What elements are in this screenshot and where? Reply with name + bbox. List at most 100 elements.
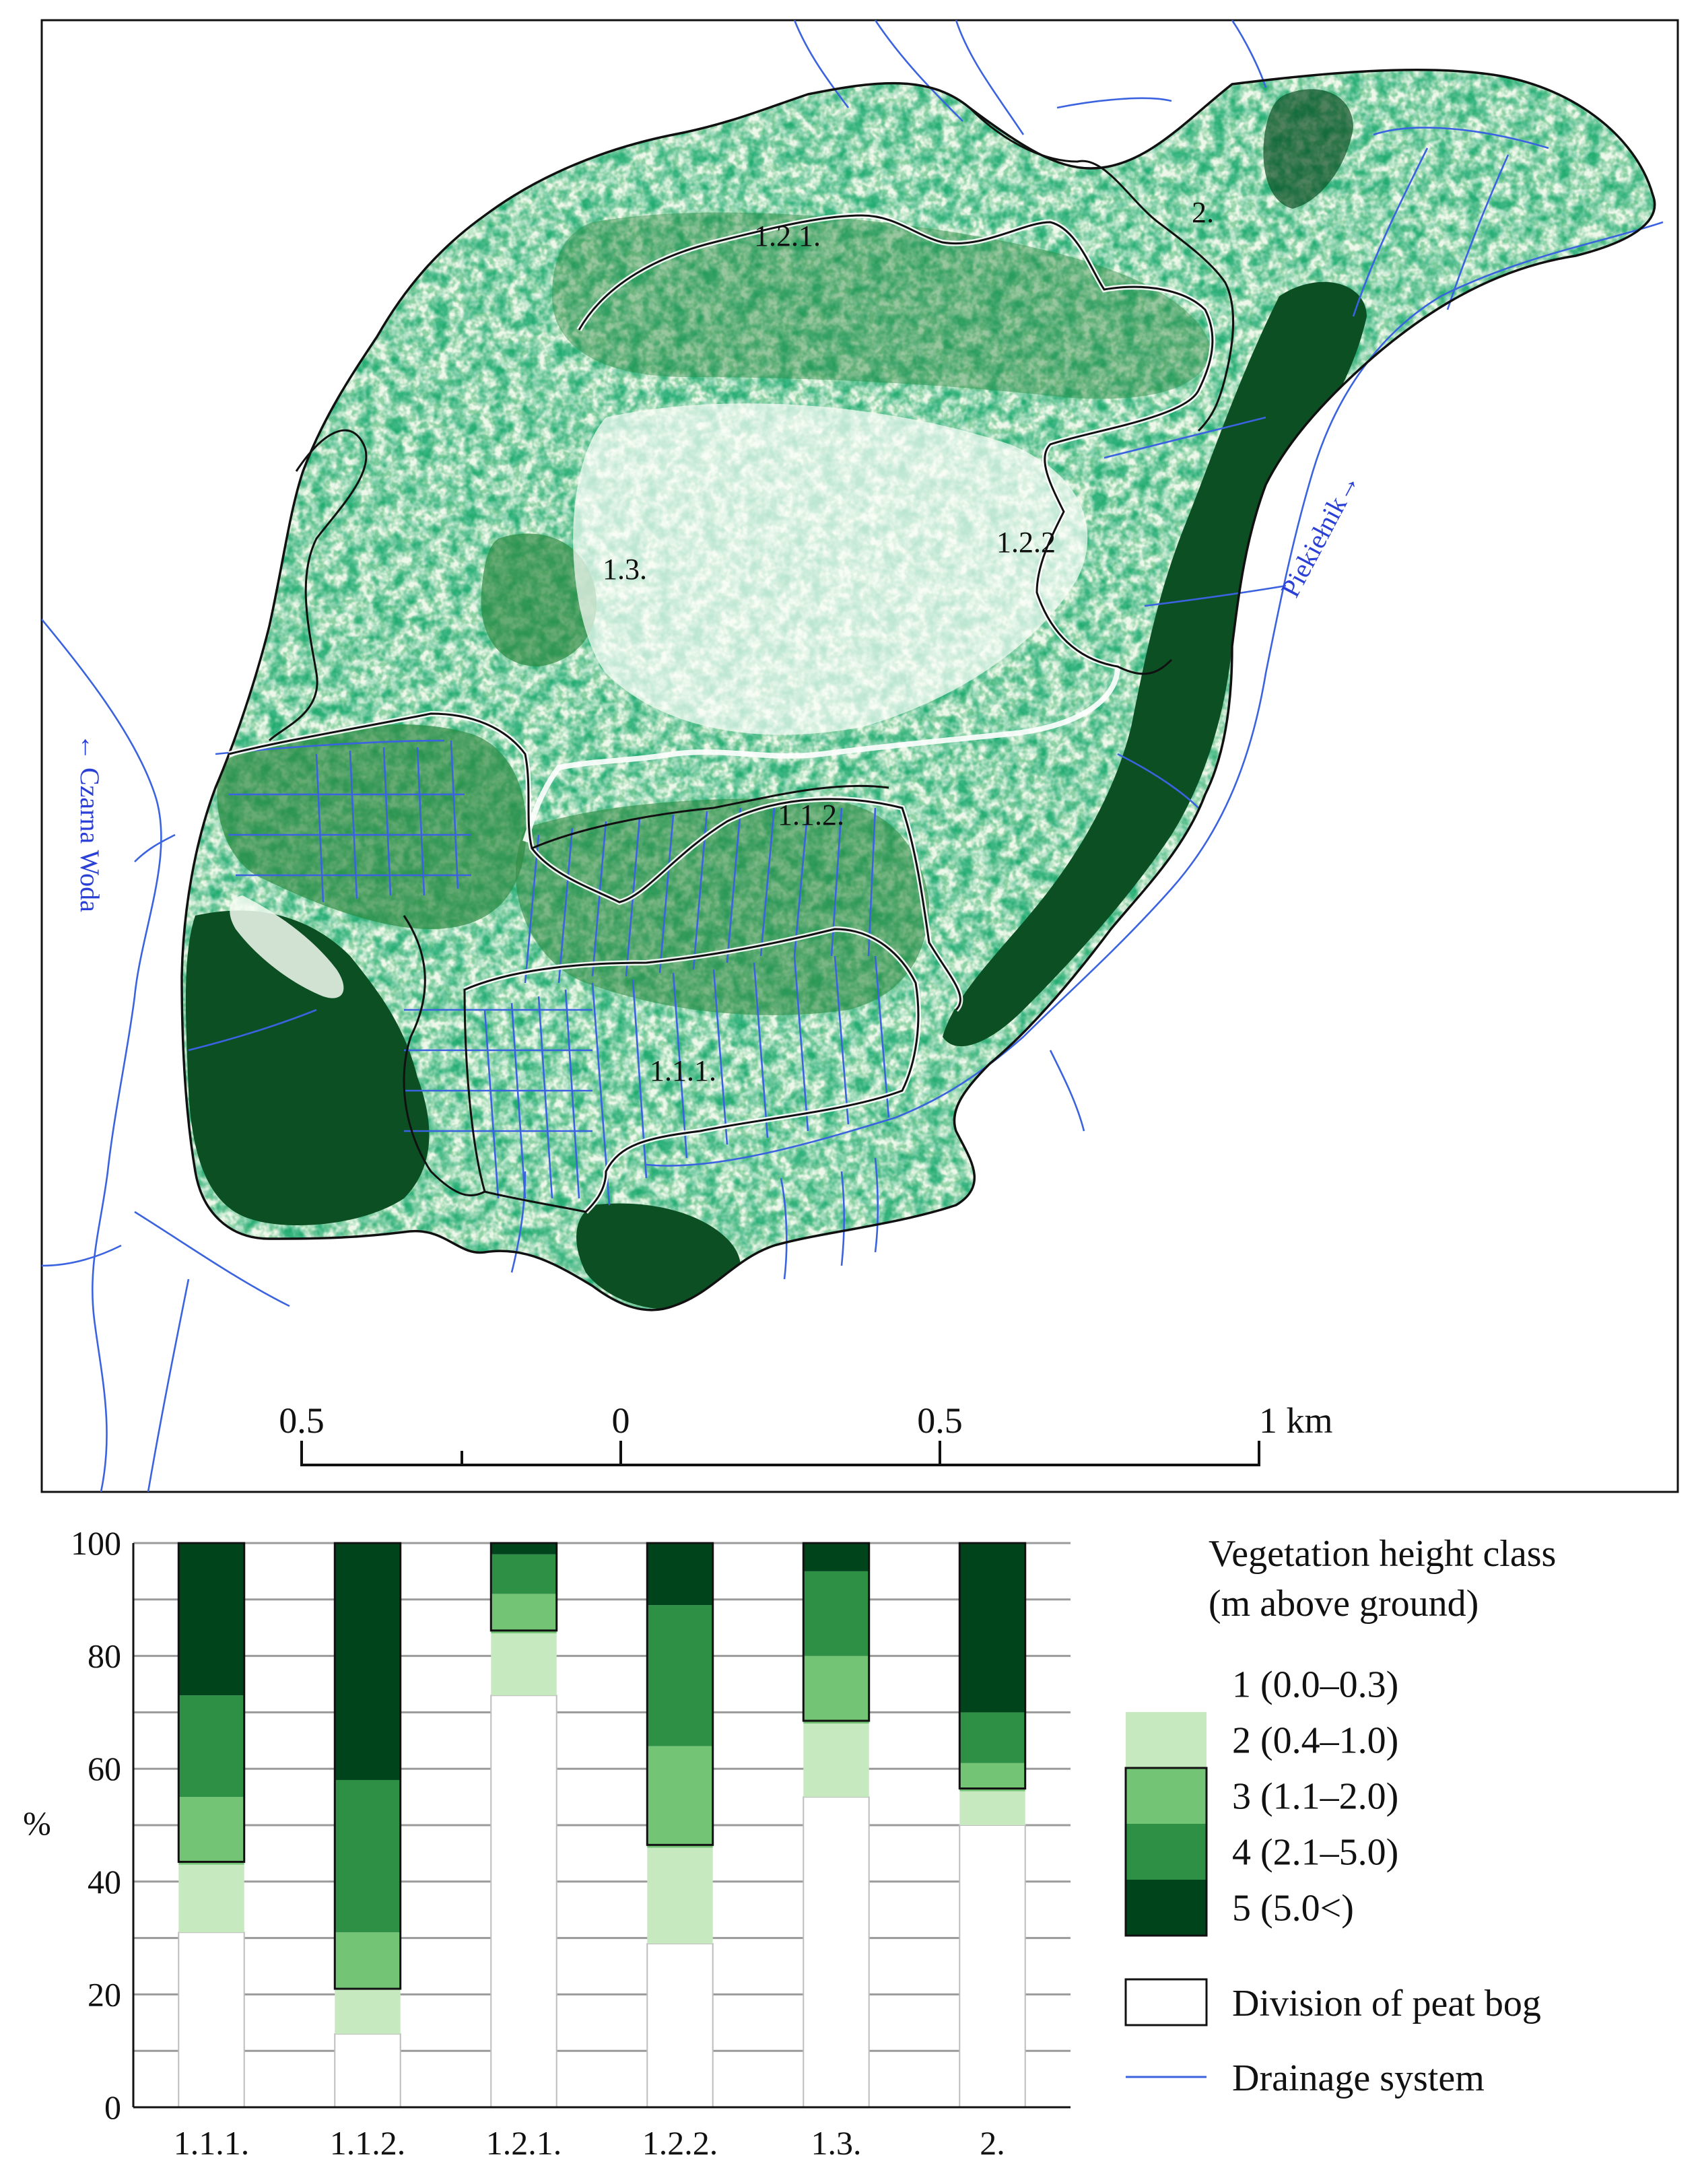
bar-segment xyxy=(490,1695,557,2108)
bar-segment xyxy=(335,1779,401,1933)
zone-labels: 1.2.1. 2. 1.2.2 1.3. 1.1.2. 1.1.1. xyxy=(603,196,1214,1087)
dense-forest-east xyxy=(943,281,1367,1047)
y-tick-label: 80 xyxy=(88,1637,121,1675)
legend-classes: 1 (0.0–0.3) 2 (0.4–1.0) 3 (1.1–2.0) 4 (2.1–… xyxy=(1124,1656,1398,1937)
bar-segment xyxy=(803,1543,869,1571)
scale-bar: 0.5 0 0.5 1 km xyxy=(279,1400,1333,1466)
legend-swatch xyxy=(1126,1656,1207,1712)
bar-segment xyxy=(647,1605,713,1746)
legend-class-label: 3 (1.1–2.0) xyxy=(1232,1776,1398,1818)
zone-121-boundary xyxy=(578,214,1214,391)
medium-forest-northeast xyxy=(1263,89,1353,209)
czarna-woda-river xyxy=(42,619,162,1492)
scale-tick-2: 0.5 xyxy=(917,1400,963,1441)
zone-13-boundary xyxy=(268,429,368,742)
chart-panel: 0 20 40 60 80 100 1.1.1. 1.1.2. 1.2.1. 1.2.2. 1.3… xyxy=(23,1524,1071,2162)
medium-forest-patch-13 xyxy=(481,533,597,667)
zone-label-13: 1.3. xyxy=(603,553,647,586)
bar-segment xyxy=(647,1746,713,1848)
zone-112-inner-boundary xyxy=(531,784,889,850)
legend-swatch xyxy=(1126,1768,1207,1824)
x-tick-labels: 1.1.1. 1.1.2. 1.2.1. 1.2.2. 1.3. 2. xyxy=(174,2124,1005,2162)
legend-swatch xyxy=(1126,1880,1207,1936)
bar-segment xyxy=(803,1571,869,1656)
y-tick-label: 40 xyxy=(88,1863,121,1901)
bar-segment xyxy=(178,1797,244,1865)
division-outline xyxy=(802,1542,871,1722)
dense-forest-southwest xyxy=(185,910,430,1225)
bar-segment xyxy=(491,1594,557,1634)
y-tick-label: 60 xyxy=(88,1750,121,1787)
bar-segment xyxy=(959,1824,1026,2108)
y-tick-label: 0 xyxy=(104,2088,121,2126)
zone-label-122: 1.2.2 xyxy=(996,526,1056,559)
zone-122-boundary xyxy=(1035,390,1200,675)
x-tick-label: 1.1.2. xyxy=(330,2124,406,2162)
legend-class-label: 5 (5.0<) xyxy=(1232,1888,1354,1930)
division-outline xyxy=(333,1542,402,1990)
y-tick-label: 20 xyxy=(88,1975,121,2013)
piekielnik-river xyxy=(646,221,1664,1167)
bar-segment xyxy=(959,1763,1025,1791)
scale-tick-1: 0 xyxy=(612,1400,630,1441)
zone-2-boundary xyxy=(968,106,1234,432)
map-panel: 1.2.1. 2. 1.2.2 1.3. 1.1.2. 1.1.1. ← Cza… xyxy=(40,19,1679,1493)
zone-111-west-boundary xyxy=(403,915,485,1196)
dense-forest-south xyxy=(576,1203,741,1310)
bar-segment xyxy=(959,1712,1025,1763)
scale-tick-3: 1 km xyxy=(1259,1400,1333,1441)
y-axis-label: % xyxy=(23,1804,51,1842)
division-boundaries xyxy=(180,69,1656,1311)
legend-title-line2: (m above ground) xyxy=(1209,1583,1479,1625)
legend-swatch xyxy=(1126,1712,1207,1768)
bar-segment xyxy=(335,1989,401,2035)
bar-segment xyxy=(803,1796,870,2109)
medium-forest-north xyxy=(552,212,1212,399)
drainage-system xyxy=(42,20,1664,1492)
bar-segment xyxy=(491,1633,557,1696)
legend-division-group xyxy=(1124,1767,1208,1937)
bar-segment xyxy=(178,1695,244,1798)
legend-class-label: 1 (0.0–0.3) xyxy=(1232,1664,1398,1706)
open-bog-southwest xyxy=(230,895,344,998)
zone-label-112: 1.1.2. xyxy=(778,798,844,831)
legend-class-label: 2 (0.4–1.0) xyxy=(1232,1720,1398,1762)
bar-segment xyxy=(647,1543,713,1606)
legend: Vegetation height class (m above ground)… xyxy=(1124,1533,1556,2099)
legend-division-swatch xyxy=(1124,1978,1208,2026)
chart-bars xyxy=(177,1542,1027,2109)
bar-segment xyxy=(647,1847,713,1944)
bar-segment xyxy=(335,1932,401,1989)
scale-tick-0: 0.5 xyxy=(279,1400,325,1441)
bar-segment xyxy=(959,1791,1025,1825)
bar-segment xyxy=(335,1543,401,1780)
bar-segment xyxy=(178,1543,244,1696)
bog-outer-boundary xyxy=(180,69,1656,1311)
division-outline xyxy=(646,1542,714,1846)
bar-segment xyxy=(646,1942,714,2108)
open-bog-center xyxy=(573,403,1088,735)
division-outline xyxy=(958,1542,1027,1790)
x-tick-label: 1.2.1. xyxy=(486,2124,562,2162)
legend-class-label: 4 (2.1–5.0) xyxy=(1232,1832,1398,1874)
y-tick-labels: 0 20 40 60 80 100 xyxy=(71,1524,121,2126)
legend-drainage-label: Drainage system xyxy=(1232,2057,1485,2099)
x-tick-label: 1.1.1. xyxy=(174,2124,250,2162)
x-tick-label: 1.2.2. xyxy=(642,2124,718,2162)
chart-gridlines xyxy=(133,1542,1071,2109)
zone-label-111: 1.1.1. xyxy=(650,1054,716,1087)
bar-segment xyxy=(491,1554,557,1594)
division-outline xyxy=(489,1542,558,1632)
bar-segment xyxy=(803,1724,869,1798)
division-outline xyxy=(177,1542,246,1863)
zone-label-121: 1.2.1. xyxy=(754,219,821,252)
bar-segment xyxy=(803,1656,869,1724)
x-tick-label: 1.3. xyxy=(811,2124,862,2162)
x-tick-label: 2. xyxy=(980,2124,1005,2162)
bar-segment xyxy=(178,1864,244,1933)
medium-forest-west xyxy=(217,724,527,929)
river-label-czarna-woda: ← Czarna Woda xyxy=(75,734,105,912)
legend-title-line1: Vegetation height class xyxy=(1209,1533,1556,1575)
bar-segment xyxy=(959,1543,1025,1713)
zone-112-boundary xyxy=(228,712,961,1011)
